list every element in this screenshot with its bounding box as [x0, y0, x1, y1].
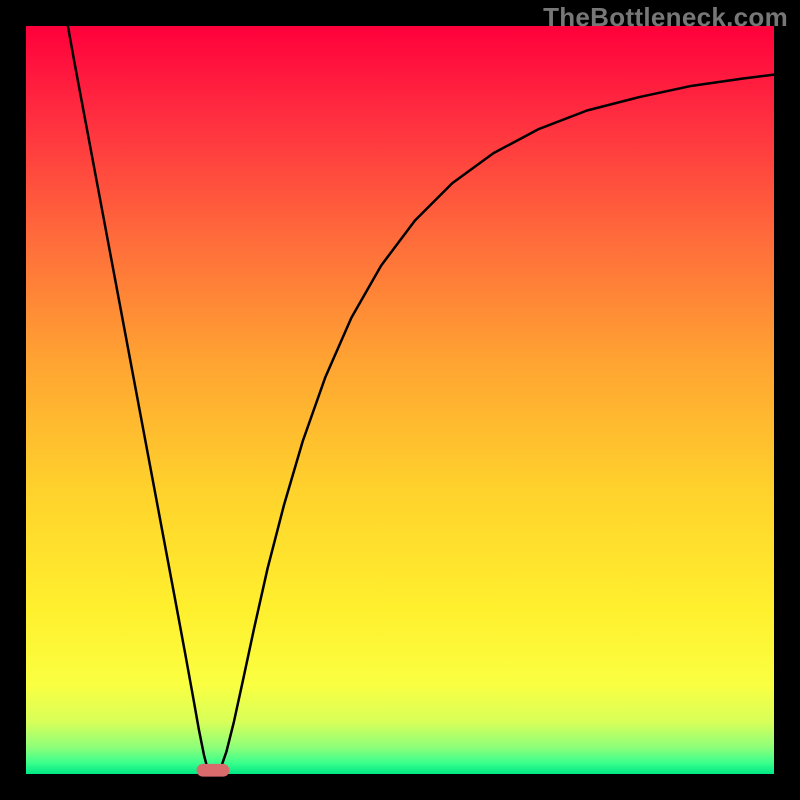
watermark-text: TheBottleneck.com: [543, 2, 788, 33]
bottleneck-curve-chart: [0, 0, 800, 800]
minimum-marker: [197, 764, 230, 777]
chart-container: TheBottleneck.com: [0, 0, 800, 800]
